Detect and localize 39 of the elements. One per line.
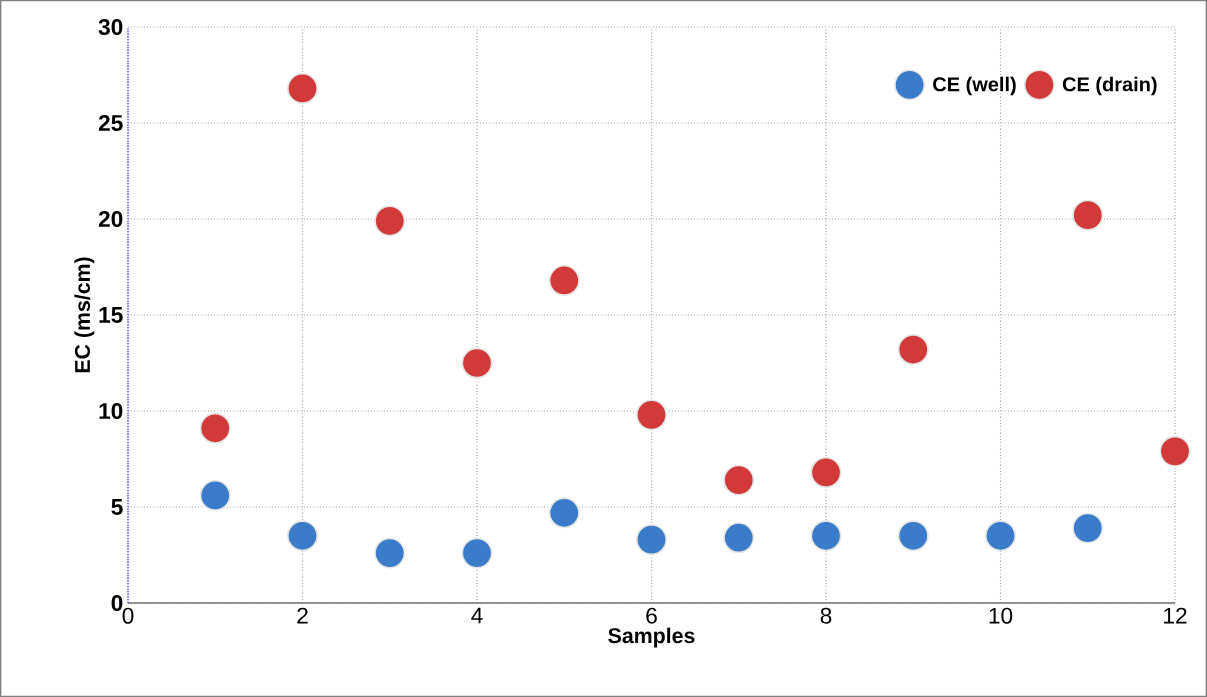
point xyxy=(199,480,231,511)
point xyxy=(548,264,580,296)
x-tick-label: 4 xyxy=(471,607,483,624)
x-tick-label: 8 xyxy=(820,607,832,624)
point xyxy=(723,464,755,496)
point xyxy=(199,412,231,444)
point xyxy=(1072,512,1104,544)
point xyxy=(723,522,755,554)
y-tick-label: 20 xyxy=(98,210,123,228)
x-axis-title: Samples xyxy=(608,627,695,648)
point xyxy=(636,524,667,556)
y-tick-label: 30 xyxy=(98,18,123,36)
x-tick-label: 2 xyxy=(297,607,308,624)
point xyxy=(461,537,493,569)
y-tick-label: 10 xyxy=(99,402,123,420)
legend-label: CE (well) xyxy=(933,76,1016,96)
point xyxy=(548,497,580,529)
point xyxy=(461,347,493,379)
point xyxy=(287,520,318,552)
x-tick-label: 10 xyxy=(989,607,1013,624)
point xyxy=(374,537,406,569)
y-tick-label: 5 xyxy=(111,499,123,515)
point xyxy=(897,334,929,366)
y-tick-label: 15 xyxy=(99,307,123,323)
point xyxy=(897,520,929,552)
point xyxy=(374,205,406,237)
point xyxy=(1072,199,1104,231)
point xyxy=(985,520,1016,552)
y-axis-title: EC (ms/cm) xyxy=(74,257,95,373)
x-tick-label: 6 xyxy=(646,607,657,624)
point xyxy=(810,520,842,552)
point xyxy=(636,399,667,431)
x-tick-label: 0 xyxy=(122,607,134,624)
point xyxy=(287,72,318,104)
y-tick-label: 0 xyxy=(111,594,123,612)
y-tick-label: 25 xyxy=(98,114,123,132)
point xyxy=(810,456,842,488)
legend-label: CE (drain) xyxy=(1062,76,1157,96)
x-tick-label: 12 xyxy=(1164,607,1187,624)
